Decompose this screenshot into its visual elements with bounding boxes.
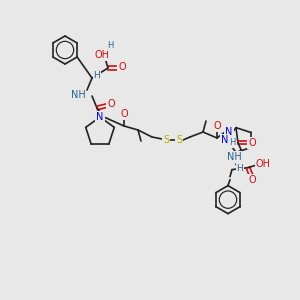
Text: NH: NH <box>70 90 86 100</box>
Text: O: O <box>248 175 256 184</box>
Text: NH: NH <box>226 152 242 162</box>
Text: OH: OH <box>94 50 110 60</box>
Text: O: O <box>248 138 256 148</box>
Text: N: N <box>225 127 233 137</box>
Text: S: S <box>163 135 169 145</box>
Text: O: O <box>213 121 221 131</box>
Text: S: S <box>176 135 182 145</box>
Text: H: H <box>107 41 113 50</box>
Text: N: N <box>221 135 229 145</box>
Text: O: O <box>107 99 115 109</box>
Text: O: O <box>118 62 126 72</box>
Text: H: H <box>237 164 243 173</box>
Text: H: H <box>229 138 235 147</box>
Text: H: H <box>94 71 100 80</box>
Text: O: O <box>120 109 128 119</box>
Text: N: N <box>96 112 104 122</box>
Text: OH: OH <box>256 159 271 169</box>
